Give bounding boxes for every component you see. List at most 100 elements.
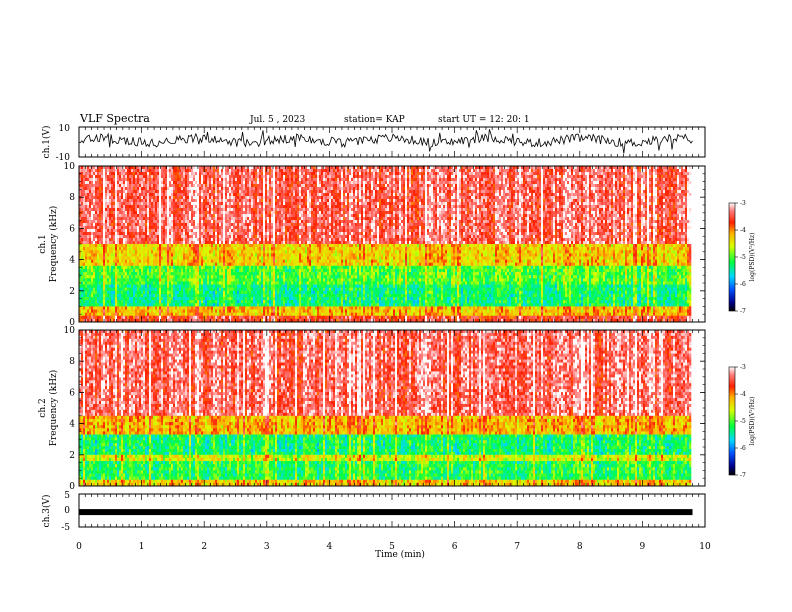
spectrogram-cell (243, 169, 246, 173)
spectrogram-cell (287, 190, 290, 194)
spectrogram-cell (389, 169, 392, 173)
spectrogram-cell (501, 202, 504, 206)
spectrogram-cell (215, 175, 218, 179)
spectrogram-cell (279, 181, 282, 185)
spectrogram-cell (667, 187, 670, 191)
spectrogram-cell (119, 181, 122, 185)
spectrogram-cell (673, 181, 676, 185)
spectrogram-cell (647, 178, 650, 182)
spectrogram-cell (157, 202, 160, 206)
spectrogram-cell (321, 181, 324, 185)
spectrogram-cell (291, 181, 294, 185)
spectrogram-cell (543, 178, 546, 182)
spectrogram-cell (101, 196, 104, 200)
spectrogram-cell (179, 169, 182, 173)
spectrogram-cell (473, 199, 476, 203)
spectrogram-cell (363, 208, 366, 212)
spectrogram-cell (117, 214, 120, 218)
spectrogram-cell (563, 190, 566, 194)
spectrogram-cell (141, 196, 144, 200)
spectrogram-cell (577, 172, 580, 176)
spectrogram-cell (389, 202, 392, 206)
spectrogram-cell (199, 205, 202, 209)
spectrogram-cell (85, 193, 88, 197)
spectrogram-cell (387, 169, 390, 173)
spectrogram-cell (509, 196, 512, 200)
spectrogram-cell (517, 208, 520, 212)
spectrogram-cell (337, 172, 340, 176)
spectrogram-cell (689, 166, 692, 170)
spectrogram-cell (269, 199, 272, 203)
spectrogram-cell (99, 190, 102, 194)
spectrogram-cell (499, 178, 502, 182)
spectrogram-cell (87, 181, 90, 185)
spectrogram-cell (645, 193, 648, 197)
spectrogram-cell (139, 193, 142, 197)
spectrogram-cell (291, 190, 294, 194)
spectrogram-cell (187, 196, 190, 200)
spectrogram-cell (471, 178, 474, 182)
spectrogram-cell (603, 175, 606, 179)
spectrogram-cell (355, 190, 358, 194)
spectrogram-cell (377, 181, 380, 185)
spectrogram-cell (451, 199, 454, 203)
spectrogram-cell (527, 205, 530, 209)
spectrogram-cell (191, 184, 194, 188)
spectrogram-cell (285, 166, 288, 170)
spectrogram-cell (355, 202, 358, 206)
spectrogram-cell (633, 166, 636, 170)
spectrogram-cell (521, 208, 524, 212)
spectrogram-cell (421, 172, 424, 176)
spectrogram-cell (675, 187, 678, 191)
spectrogram-cell (507, 166, 510, 170)
spectrogram-cell (501, 169, 504, 173)
spectrogram-cell (559, 205, 562, 209)
spectrogram-cell (183, 211, 186, 215)
spectrogram-cell (633, 178, 636, 182)
spectrogram-cell (623, 205, 626, 209)
spectrogram-cell (593, 166, 596, 170)
spectrogram-cell (267, 205, 270, 209)
spectrogram-cell (467, 202, 470, 206)
spectrogram-cell (393, 169, 396, 173)
spectrogram-cell (121, 184, 124, 188)
spectrogram-cell (601, 202, 604, 206)
spectrogram-cell (251, 208, 254, 212)
spectrogram-cell (579, 178, 582, 182)
spectrogram-cell (369, 208, 372, 212)
spectrogram-cell (399, 166, 402, 170)
spectrogram-cell (179, 178, 182, 182)
spectrogram-cell (363, 175, 366, 179)
spectrogram-cell (439, 199, 442, 203)
spectrogram-cell (103, 205, 106, 209)
spectrogram-cell (647, 205, 650, 209)
spectrogram-cell (135, 193, 138, 197)
spectrogram-cell (305, 202, 308, 206)
spectrogram-cell (419, 184, 422, 188)
spectrogram-cell (341, 196, 344, 200)
spectrogram-cell (631, 178, 634, 182)
spectrogram-cell (519, 184, 522, 188)
spectrogram-cell (635, 208, 638, 212)
spectrogram-cell (353, 211, 356, 215)
spectrogram-cell (589, 166, 592, 170)
spectrogram-cell (487, 193, 490, 197)
spectrogram-cell (655, 193, 658, 197)
spectrogram-cell (329, 181, 332, 185)
spectrogram-cell (627, 205, 630, 209)
spectrogram-cell (443, 172, 446, 176)
spectrogram-cell (307, 172, 310, 176)
spectrogram-cell (685, 187, 688, 191)
spectrogram-cell (101, 169, 104, 173)
spectrogram-cell (215, 211, 218, 215)
spectrogram-cell (427, 181, 430, 185)
spectrogram-cell (199, 211, 202, 215)
spectrogram-cell (529, 205, 532, 209)
spectrogram-cell (411, 199, 414, 203)
spectrogram-cell (393, 199, 396, 203)
spectrogram-cell (287, 166, 290, 170)
spectrogram-cell (113, 166, 116, 170)
spectrogram-cell (181, 211, 184, 215)
spectrogram-cell (229, 208, 232, 212)
spectrogram-cell (83, 166, 86, 170)
